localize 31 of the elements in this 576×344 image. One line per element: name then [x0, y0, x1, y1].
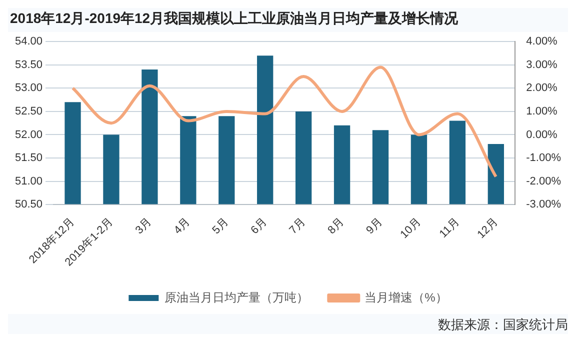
y-tick-label: 51.50: [14, 152, 43, 164]
x-tick-label: 10月: [398, 216, 424, 241]
x-tick-label: 3月: [133, 216, 154, 237]
x-tick-label: 7月: [287, 216, 308, 237]
y2-tick-label: -2.00%: [526, 175, 562, 188]
x-tick-label: 4月: [172, 216, 192, 237]
x-tick-label: 8月: [326, 216, 346, 237]
x-tick-label: 5月: [210, 216, 231, 237]
y2-tick-label: -1.00%: [526, 152, 562, 164]
y2-tick-label: 1.00%: [526, 105, 558, 118]
y-tick-label: 51.00: [14, 175, 43, 188]
legend-label: 原油当月日均产量（万吨）: [164, 290, 309, 304]
x-tick-label: 11月: [437, 216, 462, 240]
y2-tick-label: 3.00%: [526, 58, 558, 71]
y2-tick-label: -3.00%: [526, 198, 562, 211]
x-tick-label: 12月: [475, 216, 500, 241]
y-tick-label: 54.00: [14, 36, 43, 48]
x-tick-label: 6月: [248, 216, 270, 237]
y2-tick-label: 2.00%: [526, 82, 558, 94]
line-series: [71, 66, 498, 178]
y2-tick-label: 0.00%: [526, 128, 558, 141]
legend-label: 当月增速（%）: [364, 290, 448, 304]
source-note: 数据来源：国家统计局: [437, 316, 568, 334]
x-tick-label: 9月: [364, 216, 385, 237]
y-tick-label: 50.50: [14, 198, 43, 211]
y-tick-label: 52.00: [14, 128, 43, 141]
y2-tick-label: 4.00%: [526, 36, 558, 48]
chart-title: 2018年12月-2019年12月我国规模以上工业原油当月日均产量及增长情况: [9, 9, 460, 28]
y-tick-label: 52.50: [14, 105, 43, 118]
y-tick-label: 53.00: [14, 82, 43, 94]
y-tick-label: 53.50: [14, 58, 43, 71]
